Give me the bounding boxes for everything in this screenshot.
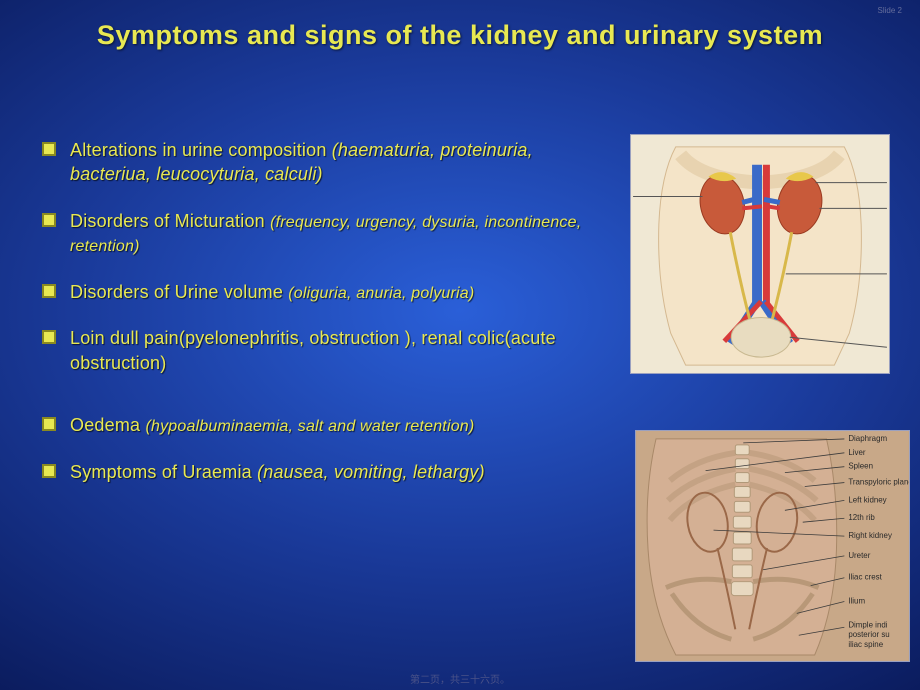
bullet-main: Loin dull pain(pyelonephritis, obstructi…	[70, 328, 556, 372]
anatomy-illustration-anterior	[630, 134, 890, 374]
slide-number-label: Slide 2	[878, 6, 902, 15]
bullet-item: Alterations in urine composition (haemat…	[42, 138, 602, 187]
svg-text:Diaphragm: Diaphragm	[848, 434, 887, 443]
bullet-detail: (oliguria, anuria, polyuria)	[288, 285, 474, 302]
svg-text:Ilium: Ilium	[848, 597, 865, 606]
svg-text:12th rib: 12th rib	[848, 513, 875, 522]
svg-text:Left kidney: Left kidney	[848, 495, 886, 504]
bullet-text: Loin dull pain(pyelonephritis, obstructi…	[70, 326, 602, 375]
bullet-detail: (hypoalbuminaemia, salt and water retent…	[145, 418, 474, 435]
bullet-marker-icon	[42, 142, 56, 156]
bullet-text: Oedema (hypoalbuminaemia, salt and water…	[70, 413, 474, 438]
bullet-item: Disorders of Micturation (frequency, urg…	[42, 209, 602, 258]
svg-text:Right kidney: Right kidney	[848, 531, 892, 540]
svg-text:Liver: Liver	[848, 448, 866, 457]
bullet-marker-icon	[42, 213, 56, 227]
bullet-text: Symptoms of Uraemia (nausea, vomiting, l…	[70, 460, 485, 484]
bullet-main: Disorders of Urine volume	[70, 282, 288, 302]
bullet-marker-icon	[42, 417, 56, 431]
bullet-item: Oedema (hypoalbuminaemia, salt and water…	[42, 413, 602, 438]
bullet-marker-icon	[42, 330, 56, 344]
bullet-detail: (nausea, vomiting, lethargy)	[257, 462, 485, 482]
bullet-text: Alterations in urine composition (haemat…	[70, 138, 602, 187]
slide-title: Symptoms and signs of the kidney and uri…	[0, 20, 920, 51]
anatomy-illustration-posterior: Diaphragm Liver Spleen Transpyloric plan…	[635, 430, 910, 662]
bullet-main: Disorders of Micturation	[70, 211, 270, 231]
bullet-marker-icon	[42, 464, 56, 478]
bullet-text: Disorders of Urine volume (oliguria, anu…	[70, 280, 474, 305]
bullet-main: Alterations in urine composition	[70, 140, 332, 160]
svg-text:Spleen: Spleen	[848, 462, 873, 471]
bullet-item: Loin dull pain(pyelonephritis, obstructi…	[42, 326, 602, 375]
svg-text:Dimple indi: Dimple indi	[848, 620, 887, 629]
footer-page-indicator: 第二页，共三十六页。	[0, 671, 920, 686]
bullet-main: Symptoms of Uraemia	[70, 462, 257, 482]
bullet-marker-icon	[42, 284, 56, 298]
svg-text:posterior su: posterior su	[848, 630, 889, 639]
bullet-text: Disorders of Micturation (frequency, urg…	[70, 209, 602, 258]
svg-text:Transpyloric plane: Transpyloric plane	[848, 478, 909, 487]
bullet-list: Alterations in urine composition (haemat…	[42, 138, 602, 506]
svg-text:iliac spine: iliac spine	[848, 640, 883, 649]
svg-text:Ureter: Ureter	[848, 551, 870, 560]
bullet-item: Disorders of Urine volume (oliguria, anu…	[42, 280, 602, 305]
bullet-main: Oedema	[70, 415, 145, 435]
svg-text:Iliac crest: Iliac crest	[848, 573, 882, 582]
bullet-item: Symptoms of Uraemia (nausea, vomiting, l…	[42, 460, 602, 484]
